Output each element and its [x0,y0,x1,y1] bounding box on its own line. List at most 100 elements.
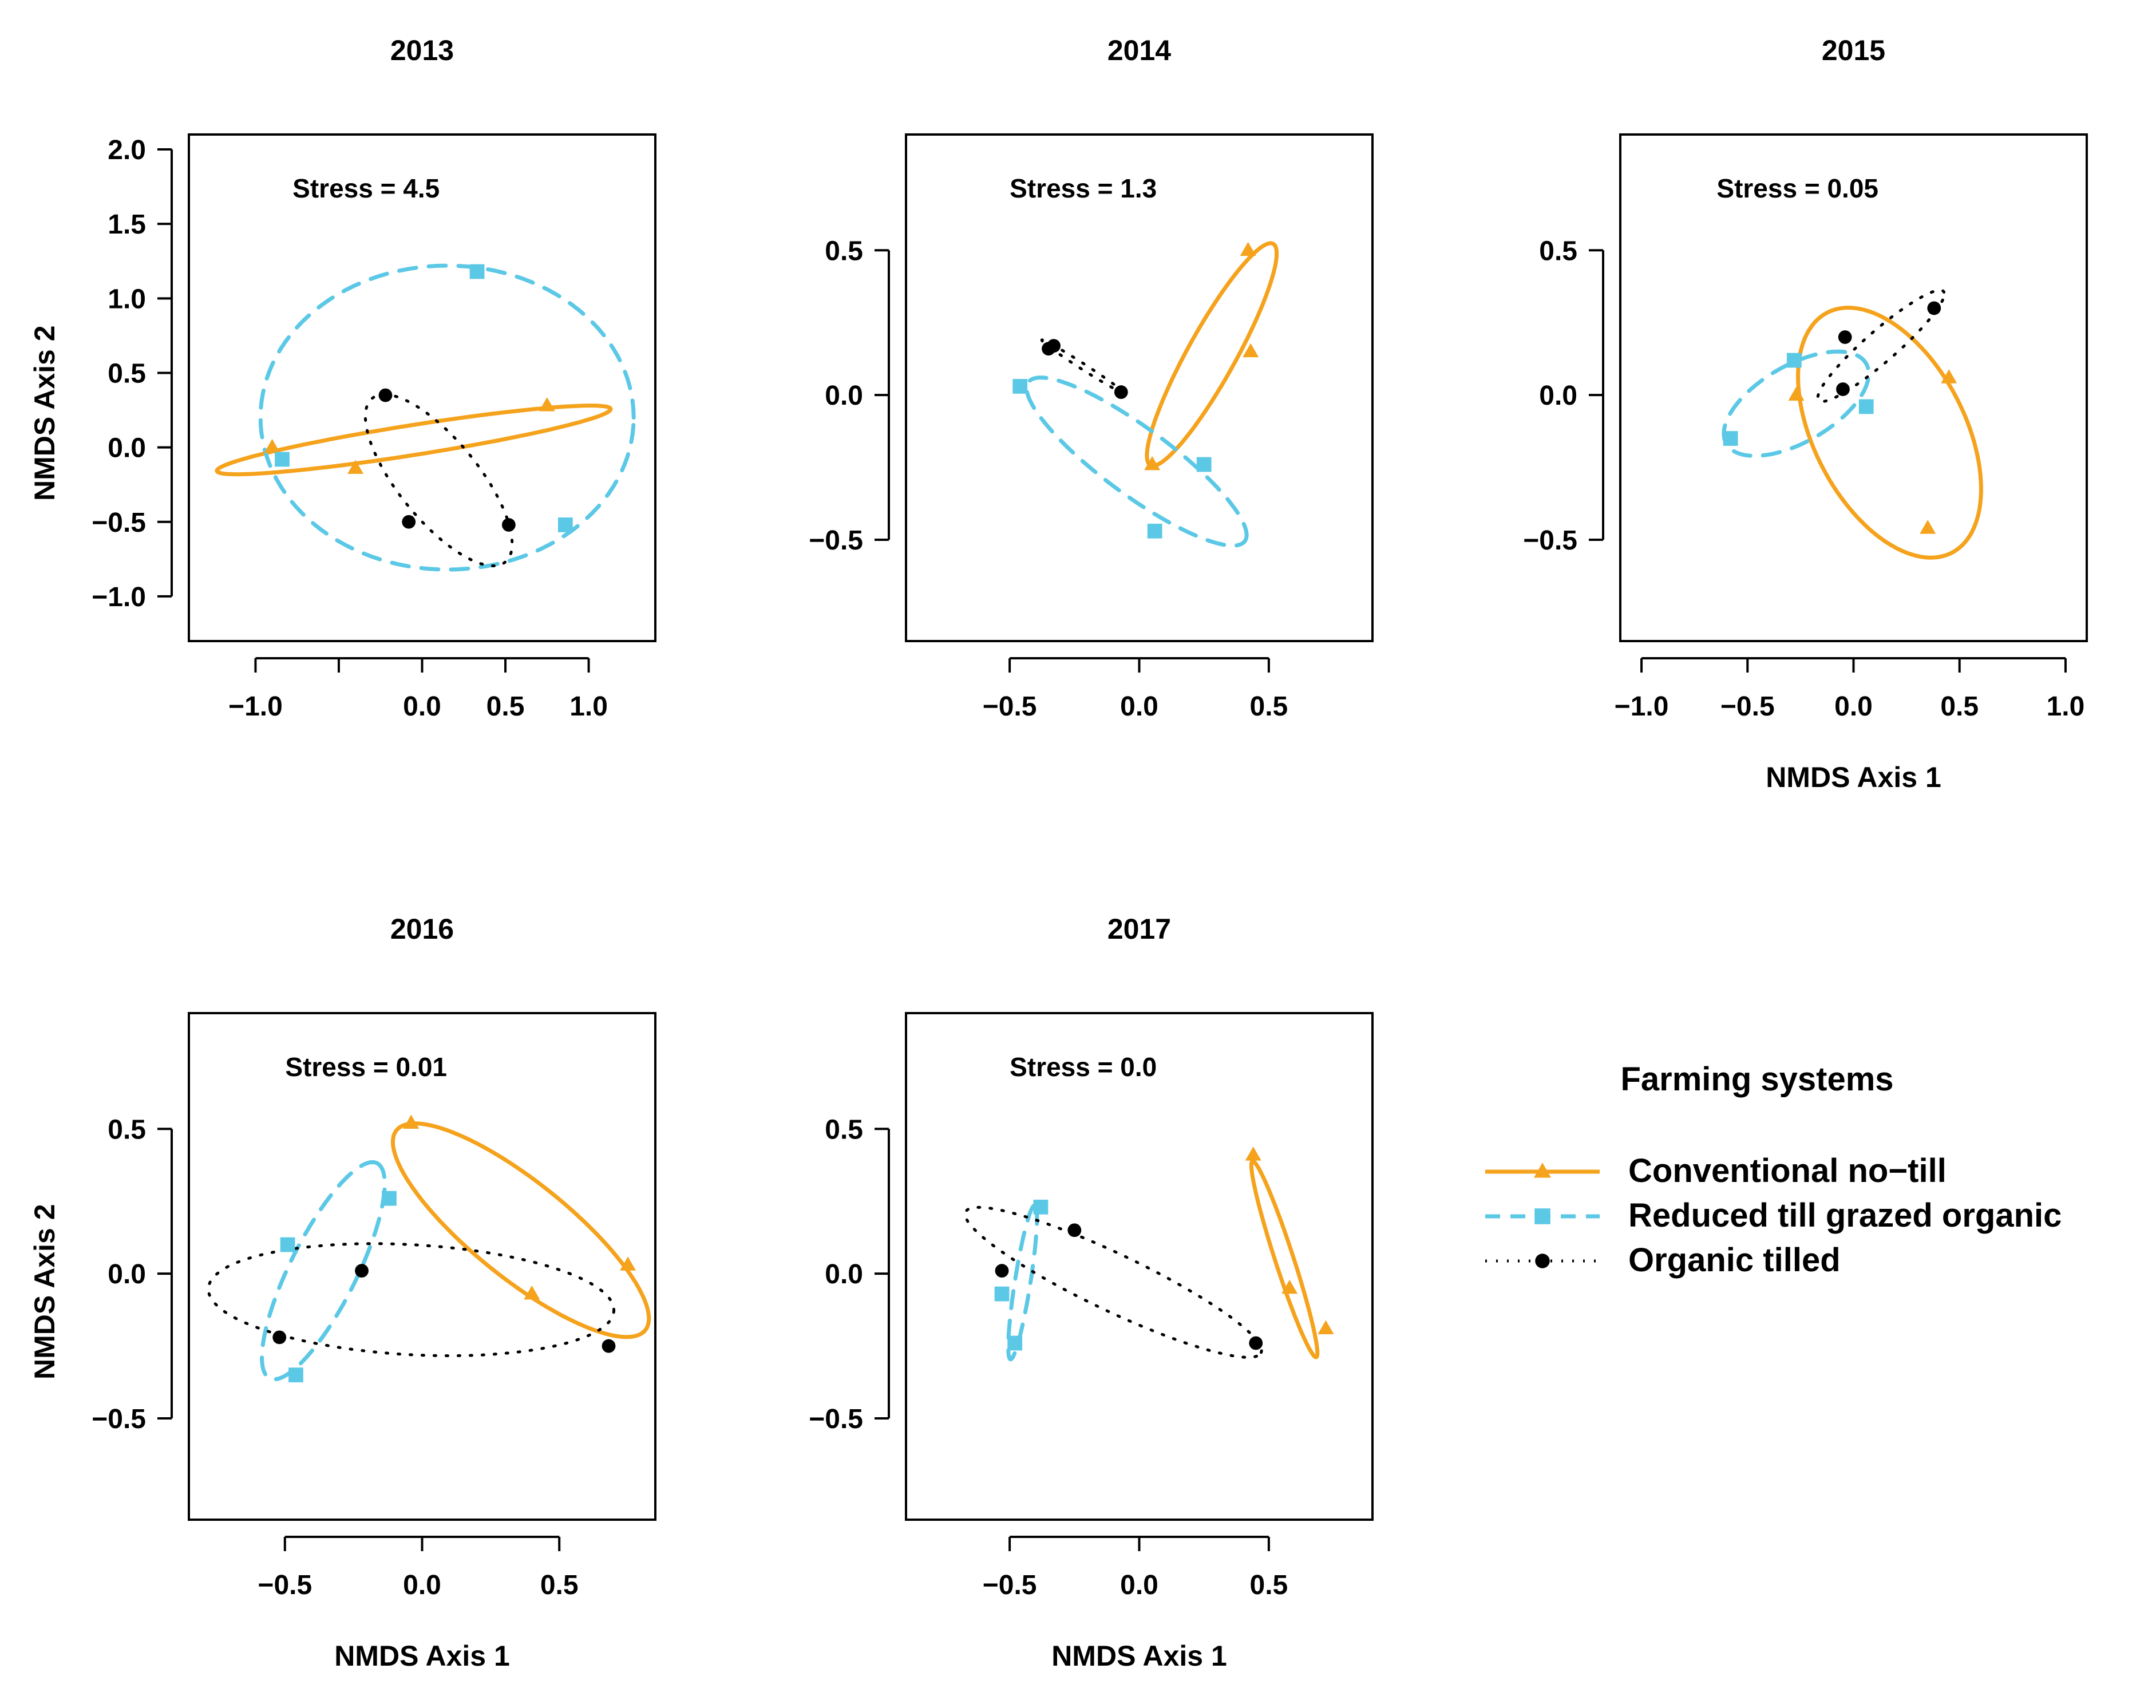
conventional-point-marker [524,1285,540,1300]
reduced-point-marker [1786,353,1802,368]
reduced-point-marker [288,1367,303,1383]
y-tick-label: 0.0 [1539,381,1577,411]
organic-point-marker [1535,1254,1550,1268]
organic-ellipse [363,393,514,568]
panel-2017: 2017 Stress = 0.0 −0.5 0.0 0.5 −0.5 0.0 0.5 NMDS… [809,913,1374,1672]
x-axis-label: NMDS Axis 1 [1051,1640,1227,1672]
conventional-point-marker [1318,1320,1334,1335]
y-tick-label: 1.0 [108,284,146,314]
panel-title: 2017 [1107,913,1171,945]
y-tick-label: 2.0 [108,135,146,165]
legend-item-conventional: Conventional no−till [1485,1152,1947,1189]
x-tick-label: 0.0 [1120,691,1158,722]
conventional-point-marker [1920,520,1936,534]
panel-title: 2015 [1822,34,1885,66]
plot-frame [188,1012,656,1521]
y-tick-label: 0.0 [825,381,863,411]
y-tick-label: 0.5 [825,1114,863,1145]
y-tick-label: 0.5 [825,236,863,266]
conventional-ellipse [1145,241,1279,468]
x-tick-label: 0.5 [540,1570,579,1600]
reduced-point-marker [1723,431,1738,446]
organic-point-marker [355,1264,369,1278]
reduced-ellipse [1006,1203,1039,1362]
x-tick-label: 0.0 [403,1570,441,1600]
legend-label: Organic tilled [1628,1242,1841,1279]
reduced-point-marker [382,1191,397,1206]
x-tick-label: 0.0 [403,691,441,722]
organic-point-marker [1047,339,1061,353]
x-tick-label: 0.5 [1250,1570,1288,1600]
panel-2014: 2014 Stress = 1.3 −0.5 0.0 0.5 −0.5 0.0 0.5 [809,34,1374,722]
legend-label: Conventional no−till [1628,1152,1947,1189]
conventional-point-marker [1788,386,1805,401]
panel-title: 2013 [390,34,454,66]
legend: Farming systems Conventional no−till Reduc… [1485,1061,2062,1279]
organic-ellipse [207,1242,616,1358]
organic-point-marker [402,515,416,529]
x-tick-label: −0.5 [258,1570,312,1600]
organic-point-marker [378,388,393,402]
x-tick-label: 0.5 [486,691,525,722]
stress-label: Stress = 4.5 [292,173,440,203]
conventional-ellipse [390,1121,651,1339]
organic-point-marker [501,518,516,532]
reduced-ellipse [258,263,636,572]
organic-point-marker [1114,385,1128,399]
y-axis-label: NMDS Axis 2 [29,325,61,501]
reduced-point-marker [557,517,573,532]
x-tick-label: −0.5 [983,1570,1037,1600]
plot-frame [905,1012,1374,1521]
conventional-ellipse [215,404,613,477]
reduced-ellipse [1024,375,1249,548]
organic-point-marker [602,1339,616,1353]
panel-2013: 2013 Stress = 4.5 −1.0 0.0 0.5 1.0 −1.0 −0.5 0.0… [29,34,656,722]
organic-point-marker [995,1264,1009,1278]
reduced-point-marker [1012,379,1028,394]
x-tick-label: 0.0 [1120,1570,1158,1600]
conventional-ellipse [1249,1159,1320,1359]
y-tick-label: −0.5 [1523,525,1577,556]
y-tick-label: −1.0 [92,582,146,612]
reduced-point-marker [1196,457,1212,472]
x-tick-label: 0.5 [1940,691,1979,722]
organic-ellipse [1816,288,1946,403]
legend-item-organic: Organic tilled [1485,1242,1841,1279]
conventional-point-marker [1243,343,1259,358]
x-tick-label: −0.5 [1720,691,1775,722]
reduced-point-marker [994,1286,1010,1302]
y-tick-label: 0.0 [108,1259,146,1290]
stress-label: Stress = 0.0 [1010,1052,1157,1082]
reduced-point-marker [1007,1335,1023,1351]
panel-title: 2016 [390,913,454,945]
y-tick-label: −0.5 [809,525,863,556]
reduced-point-marker [275,452,290,467]
reduced-point-marker [1858,399,1874,414]
x-tick-label: 1.0 [2047,691,2085,722]
x-tick-label: 0.0 [1834,691,1873,722]
x-tick-label: −0.5 [983,691,1037,722]
x-axis-label: NMDS Axis 1 [334,1640,510,1672]
x-axis-label: NMDS Axis 1 [1766,761,1941,793]
y-axis-label: NMDS Axis 2 [29,1204,61,1379]
organic-point-marker [1838,330,1852,344]
conventional-point-marker [1245,1146,1261,1161]
reduced-ellipse [260,1160,387,1382]
y-tick-label: 0.5 [108,358,146,389]
panel-title: 2014 [1107,34,1171,66]
reduced-point-marker [280,1237,295,1252]
plot-frame [1619,133,2088,642]
conventional-ellipse [1796,306,1983,560]
reduced-point-marker [1534,1208,1550,1224]
y-tick-label: 0.5 [108,1114,146,1145]
plot-frame [188,133,656,642]
panel-2015: 2015 Stress = 0.05 −1.0 −0.5 0.0 0.5 1.0 −0.5 0.… [1523,34,2088,793]
reduced-point-marker [1033,1199,1049,1215]
conventional-point-marker [347,460,364,474]
conventional-point-marker [620,1256,636,1271]
x-tick-label: 0.5 [1250,691,1288,722]
plot-frame [905,133,1374,642]
y-tick-label: −0.5 [92,508,146,538]
conventional-point-marker [539,397,555,412]
